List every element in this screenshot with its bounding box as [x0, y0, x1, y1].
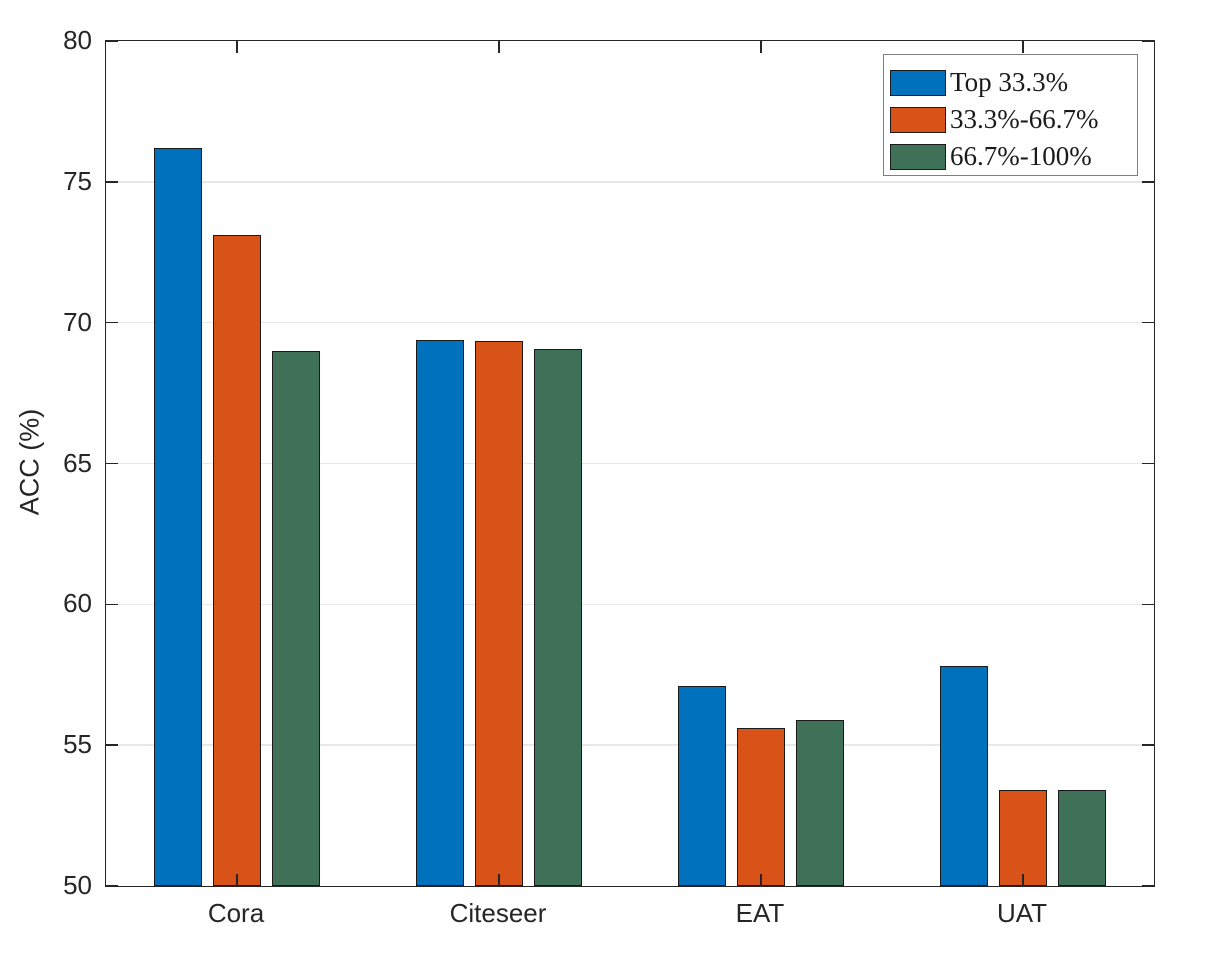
- gridline-y-70: [106, 321, 1154, 324]
- bar-uat-series1: [940, 666, 988, 886]
- xtick-label-cora: Cora: [207, 898, 265, 928]
- ytick-mark-right-70: [1142, 321, 1154, 324]
- xtick-mark-bottom-uat: [1022, 874, 1024, 886]
- xtick-mark-bottom-cora: [236, 874, 238, 886]
- bar-uat-series3: [1058, 790, 1106, 886]
- bar-eat-series1: [678, 686, 726, 886]
- bar-eat-series3: [796, 719, 844, 886]
- gridline-y-55: [106, 744, 1154, 746]
- ytick-label-50: 50: [63, 870, 92, 900]
- ytick-label-65: 65: [63, 447, 92, 478]
- bar-uat-series2: [999, 790, 1047, 886]
- xtick-label-uat: UAT: [996, 898, 1048, 928]
- ytick-mark-right-55: [1142, 744, 1154, 746]
- gridline-y-65: [106, 462, 1154, 465]
- gridline-y-75: [106, 181, 1154, 183]
- ytick-label-60: 60: [63, 588, 92, 619]
- bar-cora-series2: [213, 235, 261, 886]
- ytick-mark-right-60: [1142, 603, 1154, 606]
- legend-label-3: 66.7%-100%: [950, 141, 1092, 171]
- ytick-label-55: 55: [63, 729, 92, 760]
- xtick-mark-top-cora: [236, 41, 238, 53]
- legend-label-1: Top 33.3%: [950, 67, 1069, 97]
- legend-label-2: 33.3%-66.7%: [950, 104, 1099, 134]
- bar-citeseer-series3: [534, 349, 582, 886]
- ytick-label-70: 70: [63, 306, 92, 337]
- legend-swatch-3: [890, 143, 946, 170]
- legend-item-3: 66.7%-100%: [890, 138, 1137, 175]
- legend-swatch-2: [890, 106, 946, 133]
- xtick-mark-top-eat: [760, 41, 762, 53]
- bar-eat-series2: [737, 728, 785, 886]
- legend-swatch-1: [890, 69, 946, 96]
- xtick-mark-top-uat: [1022, 41, 1024, 53]
- ytick-mark-right-65: [1142, 462, 1154, 465]
- ytick-mark-right-75: [1142, 181, 1154, 183]
- ytick-mark-left-55: [106, 744, 118, 746]
- ytick-mark-left-80: [106, 40, 118, 42]
- xtick-mark-bottom-eat: [760, 874, 762, 886]
- ytick-mark-left-70: [106, 321, 118, 324]
- bar-cora-series1: [154, 148, 202, 886]
- ytick-mark-left-65: [106, 462, 118, 465]
- ytick-mark-left-60: [106, 603, 118, 606]
- ytick-mark-right-50: [1142, 885, 1154, 887]
- legend: Top 33.3% 33.3%-66.7% 66.7%-100%: [883, 54, 1138, 176]
- ytick-mark-left-75: [106, 181, 118, 183]
- xtick-mark-top-citeseer: [498, 41, 500, 53]
- legend-item-2: 33.3%-66.7%: [890, 101, 1137, 138]
- legend-item-1: Top 33.3%: [890, 64, 1137, 101]
- ytick-label-80: 80: [63, 25, 92, 55]
- ytick-mark-right-80: [1142, 40, 1154, 42]
- plot-area: [105, 40, 1155, 887]
- bar-citeseer-series2: [475, 340, 523, 886]
- bar-cora-series3: [272, 350, 320, 886]
- ytick-label-75: 75: [63, 165, 92, 196]
- xtick-label-eat: EAT: [735, 898, 785, 928]
- bar-citeseer-series1: [416, 339, 464, 886]
- ytick-mark-left-50: [106, 885, 118, 887]
- gridline-y-60: [106, 603, 1154, 606]
- xtick-label-citeseer: Citeseer: [449, 898, 547, 928]
- xtick-mark-bottom-citeseer: [498, 874, 500, 886]
